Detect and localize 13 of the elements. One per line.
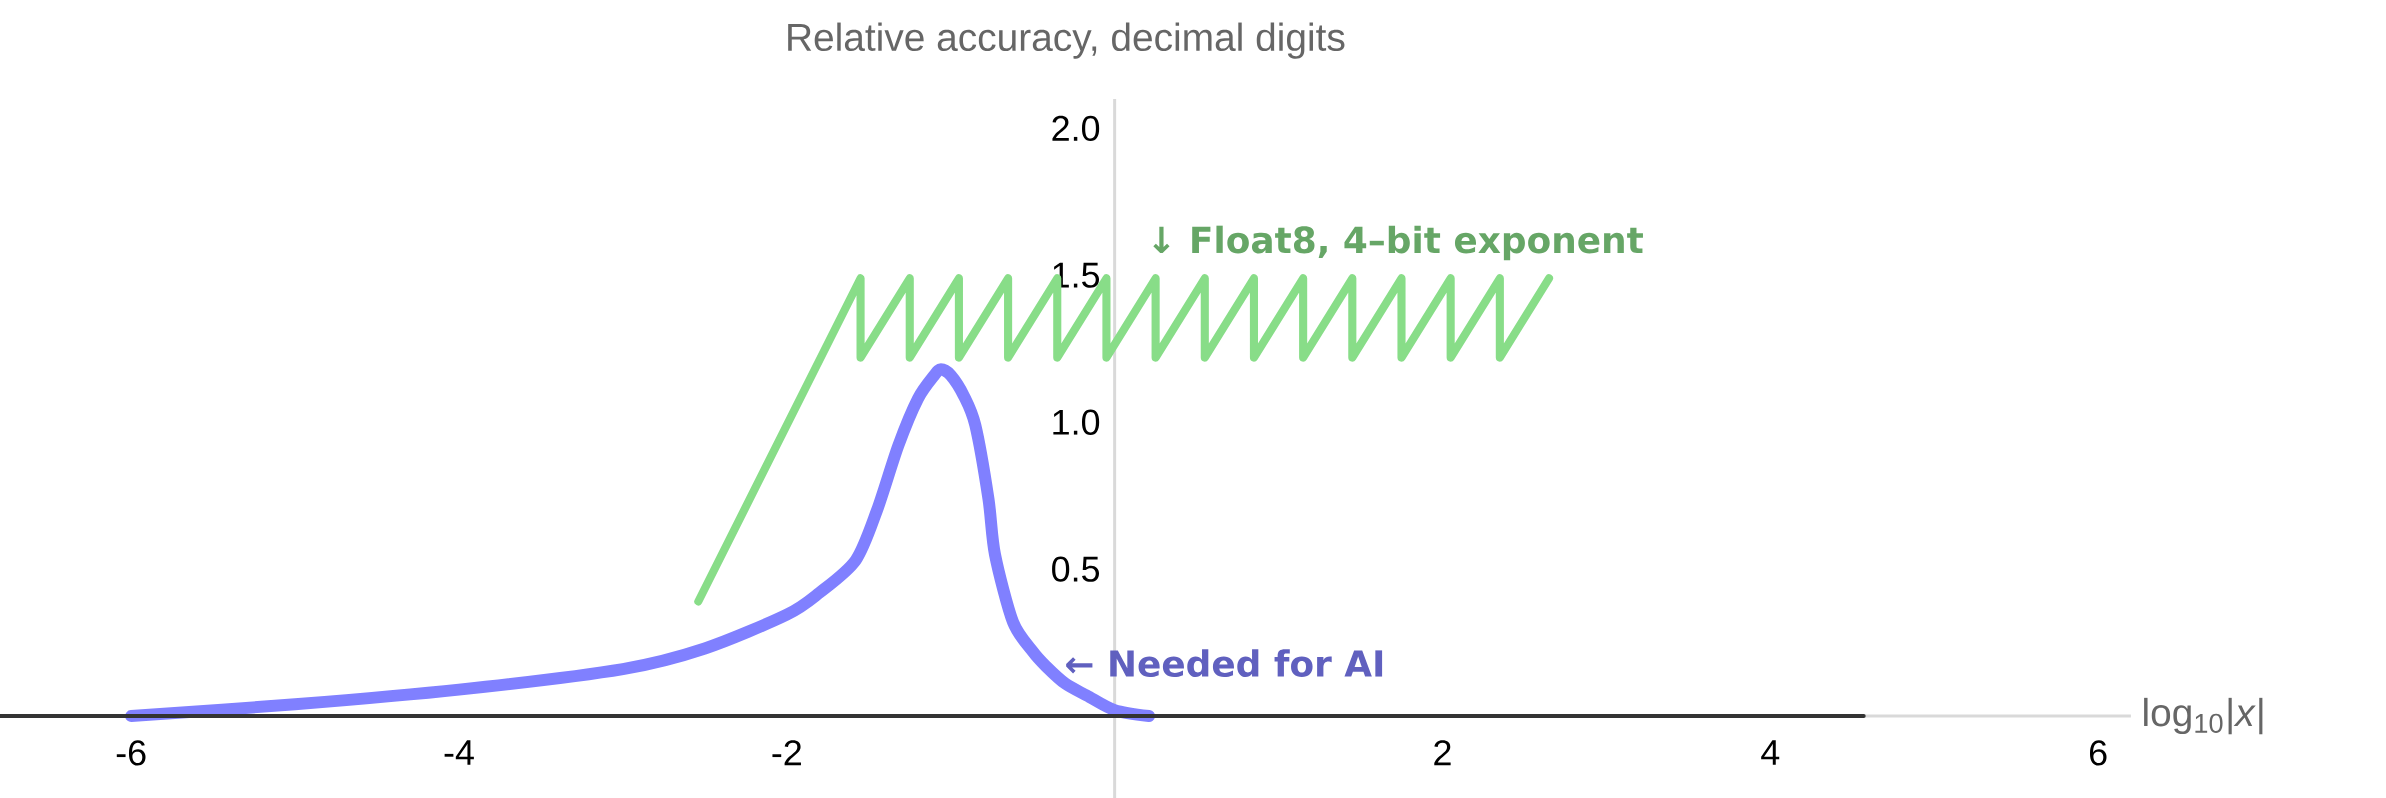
x-tick-label: -4 <box>444 739 474 765</box>
x-tick-label: -6 <box>116 739 146 766</box>
annotation: ↓ Float8, 4–bit exponent <box>1153 225 1643 261</box>
annotation: ← Needed for AI <box>1066 649 1383 677</box>
y-tick-label: 0.5 <box>1052 556 1100 582</box>
chart-title: Relative accuracy, decimal digits <box>788 22 1345 59</box>
y-tick-label: 1.0 <box>1053 409 1100 435</box>
x-axis-title: log$_{10}$|x| <box>2144 697 2263 735</box>
x-tick-label: 4 <box>1761 739 1780 765</box>
x-tick-label: -2 <box>772 739 801 766</box>
y-tick-label: 2.0 <box>1052 115 1100 141</box>
x-tick-label: 6 <box>2089 739 2107 766</box>
x-tick-label: 2 <box>1434 739 1451 766</box>
